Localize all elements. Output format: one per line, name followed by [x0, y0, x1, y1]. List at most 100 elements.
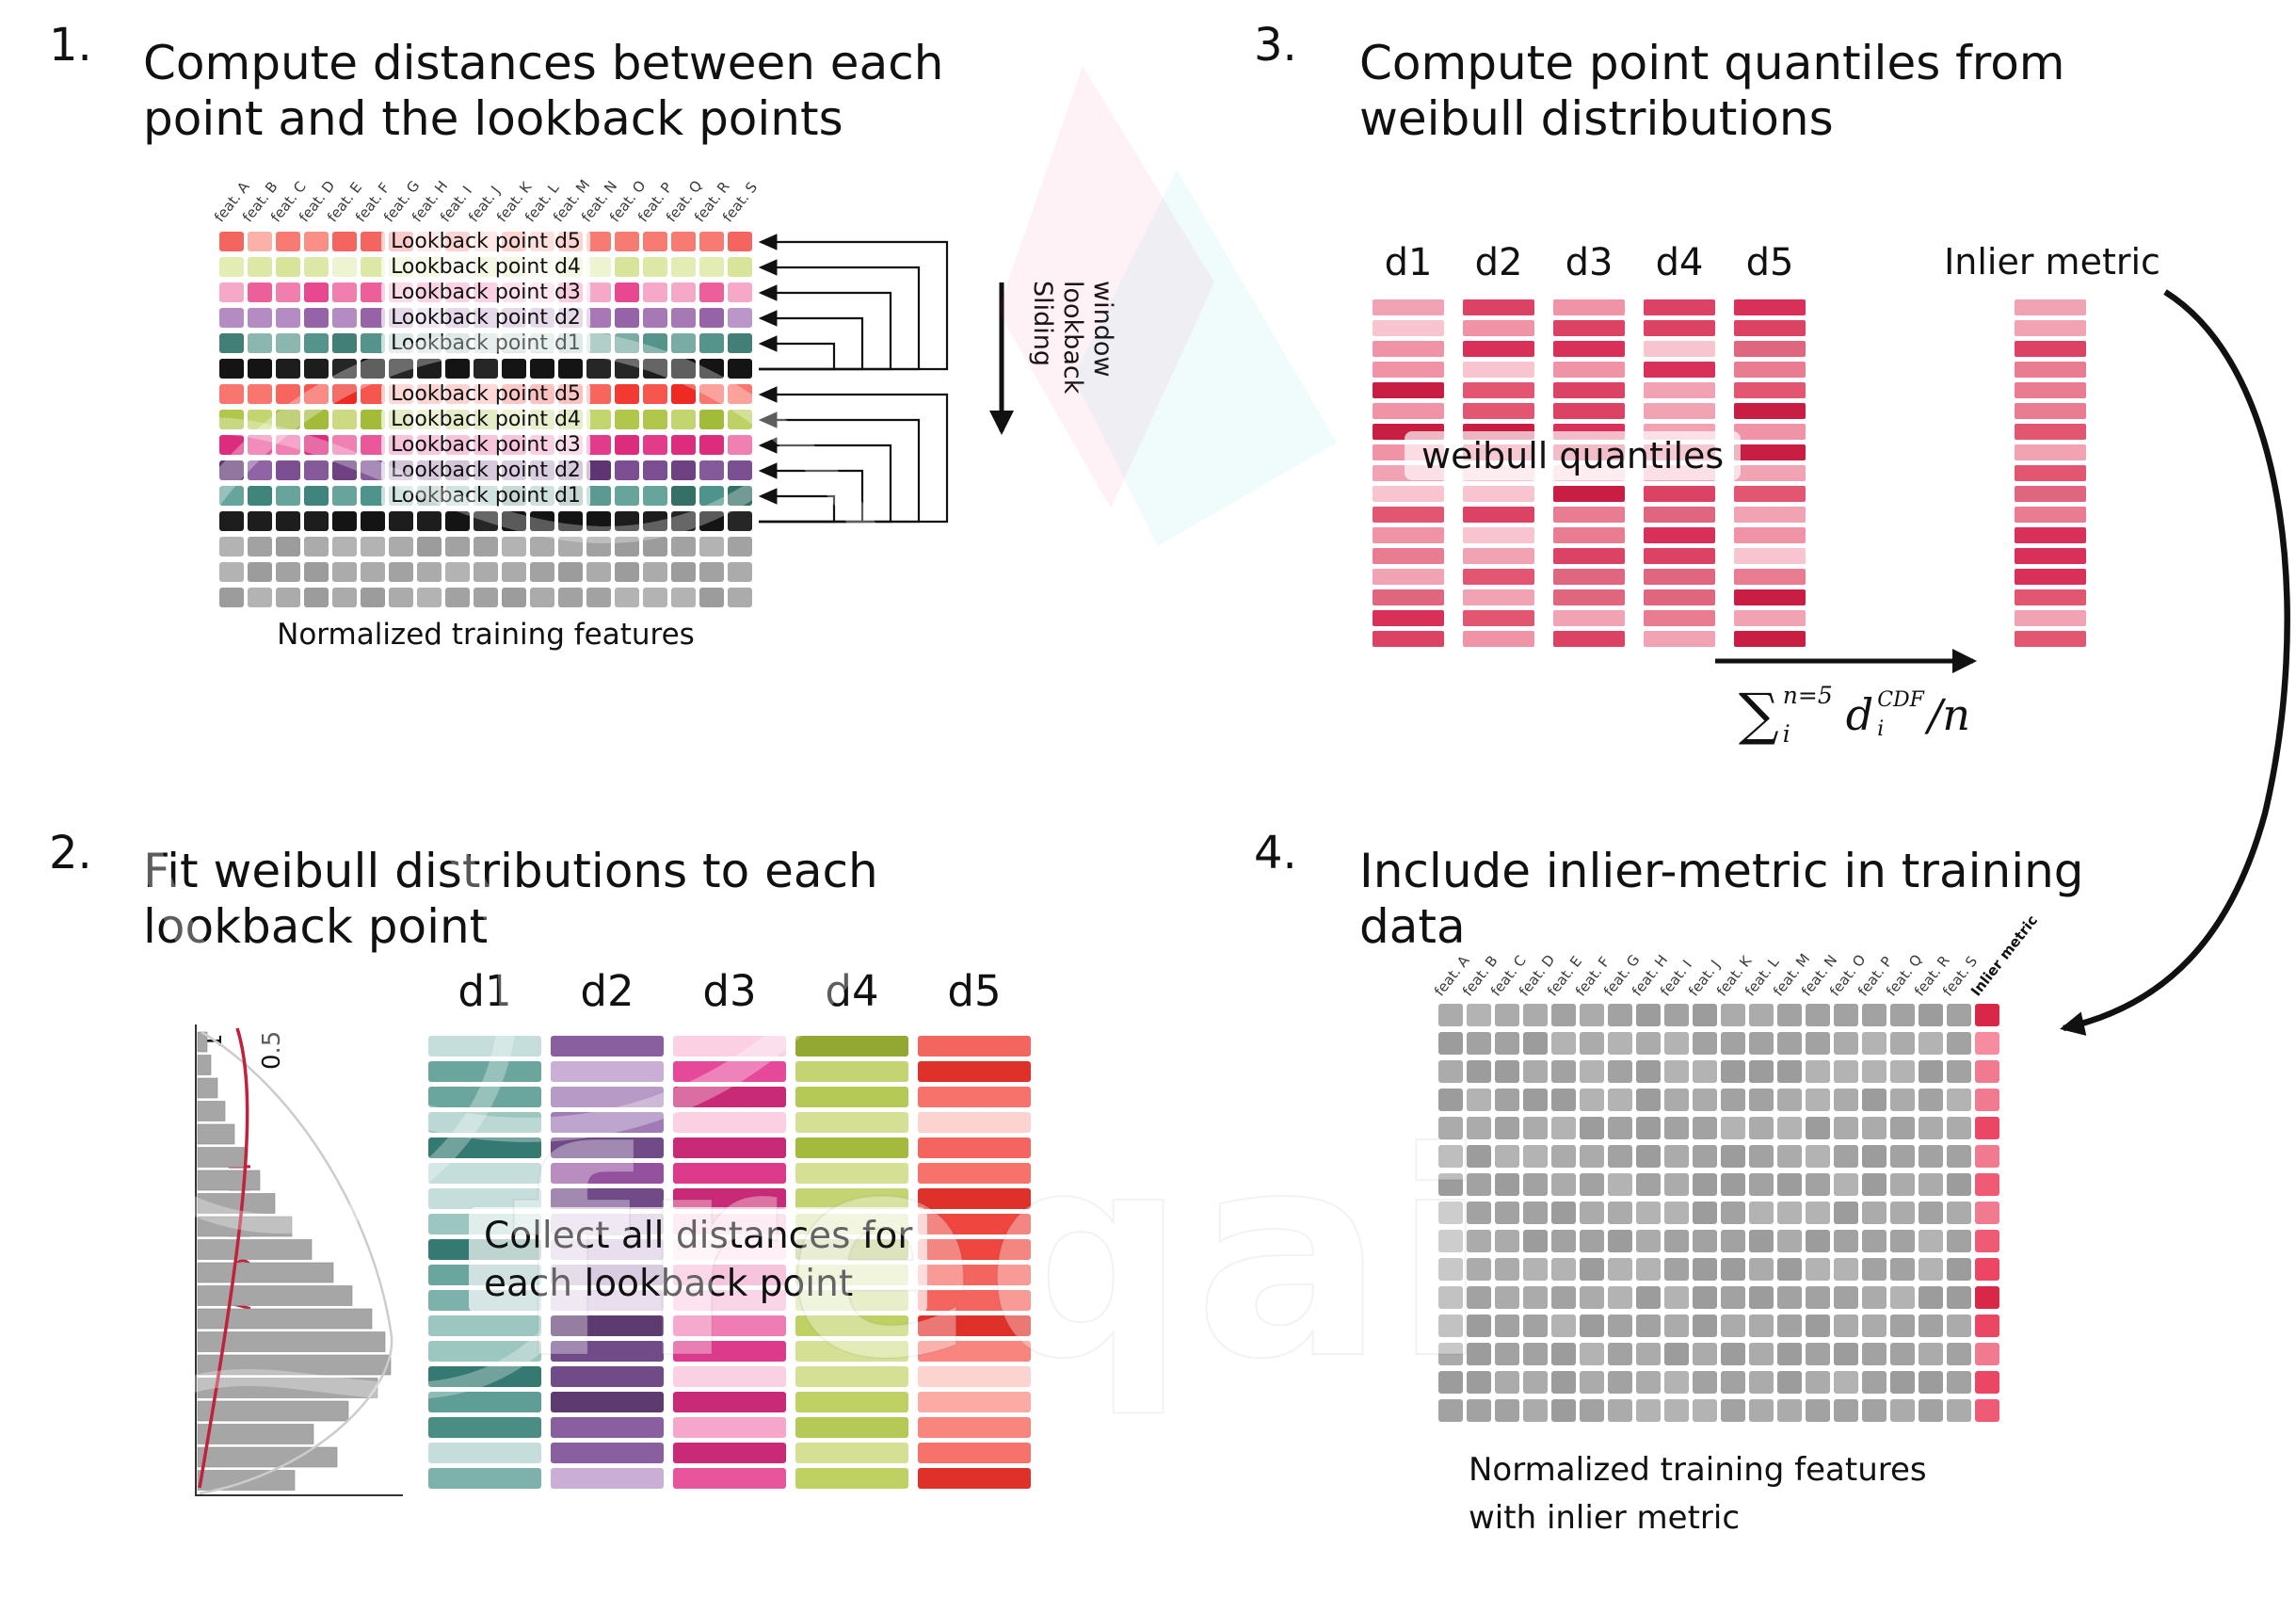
feature-cell [1664, 1117, 1689, 1139]
lookback-row-label: Lookback point d1 [381, 331, 590, 355]
feature-cell [474, 537, 498, 557]
feature-cell [276, 460, 300, 480]
feature-cell [1947, 1315, 1971, 1337]
feature-cell [1551, 1060, 1576, 1083]
feature-cell [1580, 1315, 1604, 1337]
feature-cell [1749, 1230, 1774, 1252]
feature-cell [1947, 1060, 1971, 1083]
feature-cell [1467, 1004, 1491, 1026]
feature-cell [1636, 1173, 1661, 1196]
feature-cell [502, 537, 526, 557]
feature-cell [1777, 1145, 1802, 1168]
feature-cell [1721, 1145, 1745, 1168]
quantile-bar [1734, 362, 1806, 378]
feature-cell [699, 232, 724, 251]
feature-cell [530, 537, 554, 557]
feature-cell [361, 384, 385, 404]
distance-bar [918, 1137, 1031, 1158]
feature-cell [332, 257, 357, 277]
feature-cell [586, 308, 611, 328]
distance-bar [673, 1087, 786, 1107]
distance-bar [673, 1315, 786, 1336]
formula-d-sub: i [1877, 718, 1885, 741]
feature-cell [1919, 1145, 1943, 1168]
current-point-cell [332, 511, 357, 531]
feature-cell [1467, 1343, 1491, 1365]
current-point-cell [474, 511, 498, 531]
feature-cell [586, 232, 611, 251]
feature-cell [1862, 1230, 1887, 1252]
current-point-cell [361, 359, 385, 379]
feature-cell [332, 308, 357, 328]
feature-cell [248, 232, 272, 251]
feature-cell [1749, 1032, 1774, 1055]
feature-cell [1834, 1315, 1858, 1337]
quantile-bar [1553, 589, 1625, 605]
current-point-cell [728, 511, 752, 531]
quantile-bar [1463, 382, 1534, 398]
quantile-bar [1734, 589, 1806, 605]
quantile-bar [1373, 299, 1444, 315]
feature-cell [1862, 1173, 1887, 1196]
feature-cell [1777, 1258, 1802, 1281]
feature-cell [1636, 1032, 1661, 1055]
feature-cell [1467, 1202, 1491, 1224]
feature-cell [1495, 1202, 1519, 1224]
feature-cell [1862, 1060, 1887, 1083]
distance-column-header: d4 [825, 966, 879, 1016]
lookback-row-label: Lookback point d2 [381, 459, 590, 482]
feature-cell [1749, 1117, 1774, 1139]
quantile-column-header: d2 [1474, 241, 1523, 284]
feature-cell [1890, 1145, 1915, 1168]
inlier-metric-cell [1975, 1032, 1999, 1055]
feature-cell [728, 460, 752, 480]
current-point-cell [699, 511, 724, 531]
feature-cell [1693, 1145, 1717, 1168]
feature-cell [1693, 1173, 1717, 1196]
feature-cell [643, 410, 667, 429]
feature-cell [304, 282, 329, 302]
distance-bar [918, 1443, 1031, 1463]
feature-cell [1721, 1258, 1745, 1281]
quantile-bar [1463, 486, 1534, 502]
feature-cell [361, 308, 385, 328]
feature-cell [615, 333, 639, 353]
feature-cell [1580, 1202, 1604, 1224]
feature-cell [1608, 1258, 1632, 1281]
feature-cell [1693, 1117, 1717, 1139]
feature-cell [728, 308, 752, 328]
feature-cell [1664, 1258, 1689, 1281]
feature-cell [1467, 1089, 1491, 1111]
distance-bar [673, 1036, 786, 1057]
feature-cell [586, 486, 611, 506]
quantile-bar [1373, 610, 1444, 626]
feature-cell [1693, 1089, 1717, 1111]
feature-cell [1919, 1060, 1943, 1083]
distance-bar [918, 1392, 1031, 1412]
feature-cell [1636, 1371, 1661, 1394]
current-point-cell [219, 359, 244, 379]
feature-cell [1495, 1089, 1519, 1111]
feature-cell [643, 486, 667, 506]
feature-cell [1523, 1286, 1548, 1309]
formula-tail: /n [1927, 689, 1971, 740]
feature-cell [615, 410, 639, 429]
feature-cell [276, 232, 300, 251]
feature-cell [643, 257, 667, 277]
feature-cell [1777, 1371, 1802, 1394]
feature-cell [728, 232, 752, 251]
step4-caption-line1: Normalized training features [1469, 1451, 1927, 1489]
distance-bar [918, 1188, 1031, 1209]
feature-cell [1834, 1145, 1858, 1168]
feature-cell [1693, 1032, 1717, 1055]
feature-cell [1919, 1117, 1943, 1139]
quantile-bar [1734, 507, 1806, 523]
quantile-bar [1553, 341, 1625, 357]
feature-cell [304, 562, 329, 582]
step4-title: Include inlier-metric in training data [1359, 844, 2084, 954]
current-point-cell [530, 359, 554, 379]
quantile-bar [1373, 486, 1444, 502]
feature-cell [671, 384, 696, 404]
quantile-bar [1734, 569, 1806, 585]
feature-cell [615, 486, 639, 506]
